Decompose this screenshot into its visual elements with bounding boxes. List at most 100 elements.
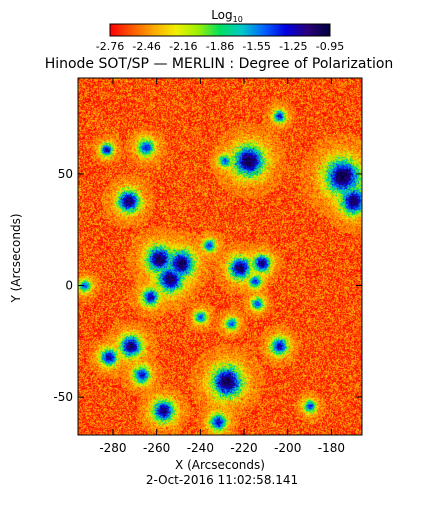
colorbar-swatch (157, 24, 159, 36)
colorbar-tick-label: -0.95 (316, 40, 344, 53)
x-tick-label: -280 (99, 441, 126, 455)
colorbar-swatch (122, 24, 124, 36)
colorbar-swatch (286, 24, 288, 36)
colorbar-swatch (239, 24, 241, 36)
colorbar-swatch (130, 24, 132, 36)
colorbar-swatch (206, 24, 208, 36)
colorbar-swatch (230, 24, 232, 36)
colorbar-swatch (212, 24, 214, 36)
colorbar-swatch (319, 24, 321, 36)
colorbar-swatch (152, 24, 154, 36)
colorbar-tick-label: -2.76 (96, 40, 124, 53)
colorbar-swatch (153, 24, 155, 36)
colorbar-swatch (140, 24, 142, 36)
colorbar-tick-label: -2.46 (132, 40, 160, 53)
colorbar-swatch (277, 24, 279, 36)
colorbar-swatch (294, 24, 296, 36)
colorbar-swatch (306, 24, 308, 36)
colorbar-swatch (186, 24, 188, 36)
colorbar-swatch (232, 24, 234, 36)
colorbar-swatch (202, 24, 204, 36)
colorbar-swatch (150, 24, 152, 36)
colorbar-swatch (309, 24, 311, 36)
colorbar-swatch (137, 24, 139, 36)
colorbar-swatch (227, 24, 229, 36)
y-tick-label: -50 (53, 390, 73, 404)
colorbar-swatch (149, 24, 151, 36)
colorbar-swatch (238, 24, 240, 36)
colorbar-swatch (134, 24, 136, 36)
colorbar-tick-label: -1.86 (206, 40, 234, 53)
colorbar-swatch (113, 24, 115, 36)
colorbar-swatch (266, 24, 268, 36)
colorbar-swatch (132, 24, 134, 36)
colorbar-swatch (178, 24, 180, 36)
colorbar-swatch (220, 24, 222, 36)
colorbar-swatch (299, 24, 301, 36)
colorbar-swatch (285, 24, 287, 36)
colorbar-swatch (171, 24, 173, 36)
colorbar-swatch (195, 24, 197, 36)
colorbar-swatch (223, 24, 225, 36)
colorbar-swatch (159, 24, 161, 36)
colorbar-swatch (308, 24, 310, 36)
colorbar-swatch (191, 24, 193, 36)
colorbar-swatch (160, 24, 162, 36)
colorbar-swatch (217, 24, 219, 36)
date-label: 2-Oct-2016 11:02:58.141 (146, 473, 298, 487)
colorbar-swatch (231, 24, 233, 36)
colorbar-swatch (300, 24, 302, 36)
colorbar-swatch (327, 24, 329, 36)
colorbar-swatch (269, 24, 271, 36)
colorbar-swatch (158, 24, 160, 36)
x-tick-label: -180 (318, 441, 345, 455)
colorbar-swatch (265, 24, 267, 36)
colorbar-swatch (302, 24, 304, 36)
colorbar-swatch (267, 24, 269, 36)
colorbar-tick-label: -2.16 (169, 40, 197, 53)
colorbar-swatch (295, 24, 297, 36)
colorbar-swatch (199, 24, 201, 36)
colorbar-swatch (181, 24, 183, 36)
colorbar-swatch (197, 24, 199, 36)
colorbar-swatch (204, 24, 206, 36)
colorbar-swatch (281, 24, 283, 36)
colorbar-swatch (237, 24, 239, 36)
colorbar-swatch (115, 24, 117, 36)
colorbar-swatch (112, 24, 114, 36)
colorbar-swatch (184, 24, 186, 36)
colorbar-swatch (174, 24, 176, 36)
colorbar-swatch (293, 24, 295, 36)
colorbar-swatch (221, 24, 223, 36)
x-tick-label: -240 (187, 441, 214, 455)
colorbar-swatch (296, 24, 298, 36)
colorbar-swatch (316, 24, 318, 36)
colorbar-swatch (145, 24, 147, 36)
colorbar-swatch (250, 24, 252, 36)
colorbar-swatch (326, 24, 328, 36)
colorbar-swatch (175, 24, 177, 36)
colorbar-swatch (322, 24, 324, 36)
colorbar-swatch (127, 24, 129, 36)
colorbar-swatch (183, 24, 185, 36)
x-tick-label: -260 (143, 441, 170, 455)
colorbar-swatch (270, 24, 272, 36)
colorbar-swatch (114, 24, 116, 36)
colorbar-swatch (297, 24, 299, 36)
colorbar-swatch (146, 24, 148, 36)
colorbar-swatch (313, 24, 315, 36)
colorbar-swatch (243, 24, 245, 36)
colorbar-swatch (284, 24, 286, 36)
colorbar-swatch (240, 24, 242, 36)
colorbar-swatch (225, 24, 227, 36)
colorbar-swatch (257, 24, 259, 36)
colorbar-swatch (283, 24, 285, 36)
colorbar-swatch (321, 24, 323, 36)
colorbar-swatch (209, 24, 211, 36)
colorbar-swatch (260, 24, 262, 36)
colorbar-swatch (208, 24, 210, 36)
colorbar-swatch (215, 24, 217, 36)
colorbar-swatch (169, 24, 171, 36)
colorbar-swatch (282, 24, 284, 36)
heatmap-canvas (78, 78, 362, 435)
